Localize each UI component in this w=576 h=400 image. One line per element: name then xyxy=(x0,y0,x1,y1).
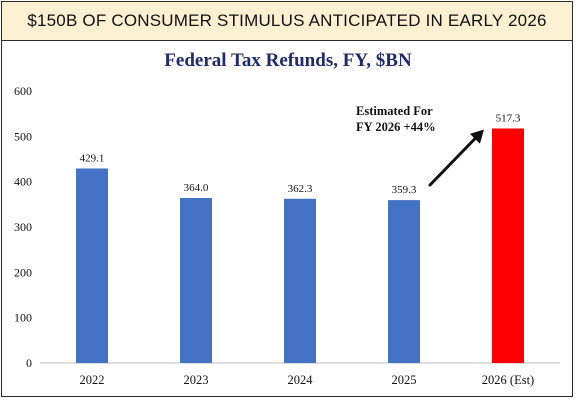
x-tick-label: 2025 xyxy=(392,373,417,387)
data-label: 362.3 xyxy=(288,183,313,195)
x-tick-label: 2026 (Est) xyxy=(482,373,534,387)
y-tick-label: 600 xyxy=(14,84,32,98)
chart-title: Federal Tax Refunds, FY, $BN xyxy=(164,50,412,71)
y-tick-label: 500 xyxy=(14,129,32,143)
annotation-line-1: Estimated For xyxy=(356,104,433,118)
arrow-shaft xyxy=(428,133,480,187)
annotation-line-2: FY 2026 +44% xyxy=(356,120,436,134)
data-label: 429.1 xyxy=(80,152,105,164)
banner-title: $150B OF CONSUMER STIMULUS ANTICIPATED I… xyxy=(2,2,572,41)
bar-2024 xyxy=(284,198,316,363)
data-label: 517.3 xyxy=(496,112,521,124)
bar-2022 xyxy=(76,168,108,363)
data-label: 359.3 xyxy=(392,184,417,196)
x-tick-label: 2024 xyxy=(288,373,314,387)
arrow-head-icon xyxy=(469,129,484,144)
bar-2023 xyxy=(180,197,212,363)
y-tick-label: 200 xyxy=(14,265,32,279)
y-tick-label: 0 xyxy=(26,356,32,370)
y-tick-label: 400 xyxy=(14,175,32,189)
estimate-annotation: Estimated For FY 2026 +44% xyxy=(356,103,466,135)
x-tick-label: 2023 xyxy=(184,373,209,387)
bar-2025 xyxy=(388,200,420,363)
y-tick-label: 300 xyxy=(14,220,32,234)
data-label: 364.0 xyxy=(184,182,209,194)
bar-2026-est xyxy=(492,128,524,363)
x-tick-label: 2022 xyxy=(80,373,105,387)
y-tick-label: 100 xyxy=(14,311,32,325)
